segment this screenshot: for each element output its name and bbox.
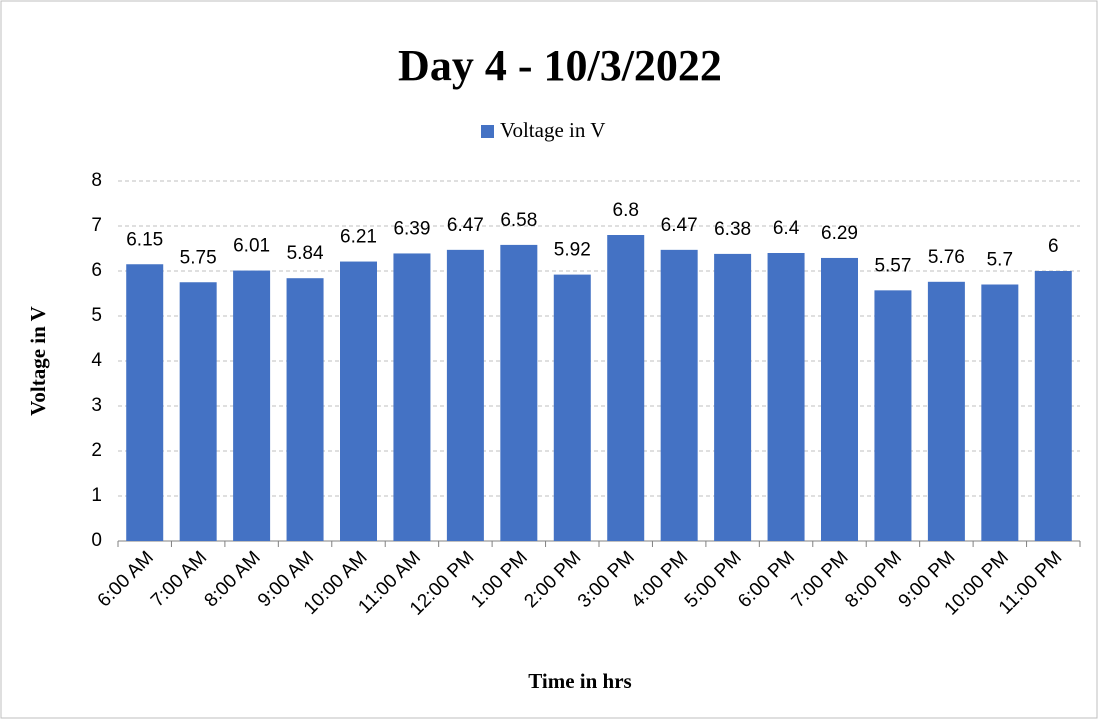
bar [340,261,377,541]
bar [660,249,698,541]
bar [126,264,164,541]
y-tick-label: 2 [91,440,102,461]
legend-label: Voltage in V [500,118,605,142]
bar [874,290,912,541]
data-label: 6 [1048,236,1059,257]
data-label: 5.7 [987,250,1013,271]
data-label: 6.21 [340,227,377,248]
data-label: 6.38 [714,219,751,240]
bar [981,284,1019,541]
bar [714,253,752,541]
bar [500,244,538,541]
bar [927,281,965,541]
bar [446,249,484,541]
bar [1034,271,1072,541]
data-label: 5.76 [928,247,965,268]
y-axis-label: Voltage in V [26,306,50,416]
bar [821,257,858,541]
y-tick-label: 1 [91,485,102,506]
data-label: 5.57 [874,255,911,276]
bar [286,278,324,541]
data-label: 5.75 [180,247,217,268]
y-tick-label: 0 [91,530,102,551]
data-label: 6.29 [821,223,858,244]
y-tick-label: 3 [91,395,102,416]
chart-title: Day 4 - 10/3/2022 [398,41,722,90]
y-tick-label: 8 [91,170,102,191]
legend-swatch [481,125,494,138]
y-tick-label: 5 [91,305,102,326]
data-label: 6.47 [447,215,484,236]
bar [393,253,431,541]
bar [179,282,217,541]
data-label: 6.39 [393,218,430,239]
data-label: 6.01 [233,236,270,257]
y-tick-label: 7 [91,215,102,236]
data-label: 6.8 [613,200,639,221]
data-label: 6.47 [661,215,698,236]
bar [607,235,645,541]
y-tick-label: 6 [91,260,102,281]
data-label: 6.15 [126,229,163,250]
bar [233,270,271,541]
y-tick-label: 4 [91,350,102,371]
data-label: 5.84 [287,243,324,264]
data-label: 6.4 [773,218,800,239]
x-axis-label: Time in hrs [528,669,631,693]
bar [767,253,805,541]
data-label: 5.92 [554,240,591,261]
bar [553,274,591,541]
data-label: 6.58 [500,210,537,231]
